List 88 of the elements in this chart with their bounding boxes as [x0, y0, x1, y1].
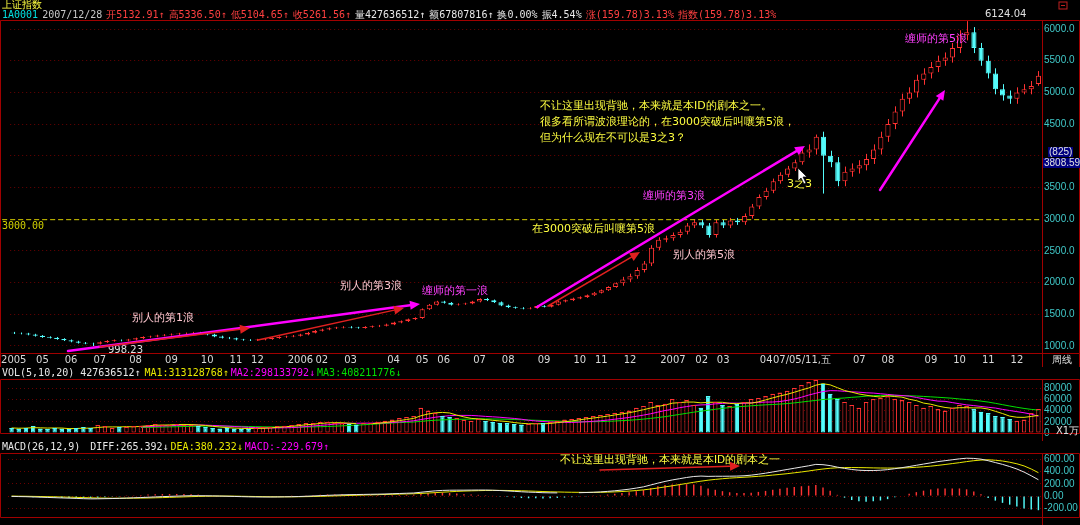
x-tick-label: 2006	[287, 353, 314, 365]
ref-line-label: 3000.00	[2, 220, 45, 232]
y-tick-label: 6000.0	[1044, 22, 1076, 34]
x-tick-label: 09	[537, 353, 551, 365]
text: 振4.54%	[541, 9, 582, 20]
annotation: 998.23	[108, 344, 143, 355]
x-tick-label: 12	[623, 353, 637, 365]
text: 低5104.65↑	[230, 9, 289, 20]
text: 换0.00%	[497, 9, 538, 20]
y-tick-label: 200.00	[1044, 477, 1076, 489]
x-tick-label: 02	[315, 353, 329, 365]
x-tick-label: 03	[344, 353, 357, 365]
x-tick-label: 08	[881, 353, 895, 365]
chart-title: 上证指数	[2, 0, 42, 10]
x-tick-label: 03	[716, 353, 730, 365]
text: 3808.59	[1043, 157, 1080, 168]
x-tick-label: 07/05/11,五	[772, 353, 831, 365]
text: 高5336.50↑	[168, 9, 227, 20]
annotation: 但为什么现在不可以是3之3？	[540, 131, 686, 144]
y-tick-label: 2000.0	[1044, 276, 1076, 288]
x-tick-label: 04	[387, 353, 400, 365]
annotation: 不让这里出现背驰，本来就是本ID的剧本之一。	[540, 99, 772, 112]
x-tick-label: 07	[473, 353, 486, 365]
y-tick-label: 3000.0	[1044, 212, 1076, 224]
x-tick-label: 12	[1010, 353, 1024, 365]
y-tick-label: 1500.0	[1044, 308, 1076, 320]
text: DIFF:265.392↓	[90, 441, 169, 452]
text: 指数(159.78)3.13%	[677, 9, 777, 20]
y-tick-label: 400.00	[1044, 465, 1076, 477]
annotation: 别人的第5浪	[673, 248, 735, 261]
x-tick-label: 05	[36, 353, 49, 365]
x-tick-label: 07	[852, 353, 866, 365]
text: 涨(159.78)3.13%	[585, 9, 674, 20]
text: VOL(5,10,20) 427636512↑	[2, 367, 141, 378]
text: MACD:-229.679↑	[244, 441, 330, 452]
x-tick-label: 05	[415, 353, 429, 365]
x-tick-label: 10	[953, 353, 966, 365]
y-tick-label: 0.00	[1044, 489, 1064, 501]
y-tick-label: 60000	[1044, 393, 1073, 404]
x-tick-label: 2005	[1, 353, 27, 365]
x-tick-label: 04	[759, 353, 773, 365]
y-tick-label: 1000.0	[1044, 339, 1076, 351]
annotation: 缠师的第3浪	[643, 189, 705, 202]
y-tick-label: 3500.0	[1044, 181, 1076, 193]
x-tick-label: 10	[573, 353, 587, 365]
y-tick-label: 4500.0	[1044, 117, 1076, 129]
text: DEA:380.232↓	[170, 441, 243, 452]
y-tick-label: 5500.0	[1044, 54, 1076, 66]
text: MA3:408211776↓	[317, 367, 402, 378]
x-tick-label: 07	[93, 353, 107, 365]
text: 1A0001	[2, 9, 39, 20]
y-tick-label: 5000.0	[1044, 86, 1076, 98]
x-tick-label: 09	[165, 353, 178, 365]
annotation: 别人的第3浪	[340, 279, 402, 292]
x-tick-label: 06	[64, 353, 78, 365]
text: 开5132.91↑	[106, 9, 165, 20]
text: MACD(26,12,9)	[2, 441, 82, 452]
y-tick-label: 80000	[1044, 381, 1073, 393]
text: MA2:298133792↓	[230, 367, 316, 378]
text: (825)	[1048, 146, 1074, 157]
text: 量427636512↑	[355, 9, 426, 20]
annotation: 很多看所谓波浪理论的，在3000突破后叫嚷第5浪，	[540, 115, 795, 128]
text: 2007/12/28	[42, 9, 103, 20]
text: 6124.04	[985, 8, 1027, 19]
text: 收5261.56↑	[292, 9, 352, 20]
x-tick-label: 11	[981, 353, 995, 365]
x-tick-label: 2007	[660, 353, 686, 365]
text: 额67807816↑	[429, 9, 494, 20]
x-tick-label: 08	[129, 353, 142, 365]
annotation: 别人的第1浪	[132, 311, 194, 324]
annotation: 缠师的第一浪	[422, 284, 488, 297]
annotation: 在3000突破后叫嚷第5浪	[532, 222, 655, 236]
x-tick-label: 06	[437, 353, 451, 365]
x-tick-label: 08	[501, 353, 515, 365]
text: MA1:313128768↑	[144, 367, 229, 378]
y-tick-label: -200.00	[1044, 502, 1079, 514]
x-tick-label: 12	[251, 353, 264, 365]
x-tick-label: 10	[200, 353, 214, 365]
x-tick-label: 02	[695, 353, 709, 365]
x-tick-label: 11	[594, 353, 608, 365]
y-tick-label: 40000	[1044, 404, 1073, 416]
x-tick-label: 11	[229, 353, 243, 365]
y-tick-label: 600.00	[1044, 452, 1076, 464]
y-tick-label: 20000	[1044, 415, 1073, 427]
y-tick-label: 2500.0	[1044, 244, 1076, 256]
annotation: 不让这里出现背驰，本来就是本ID的剧本之一	[560, 453, 781, 465]
x-tick-label: 09	[924, 353, 938, 365]
text: 周线	[1052, 354, 1072, 365]
